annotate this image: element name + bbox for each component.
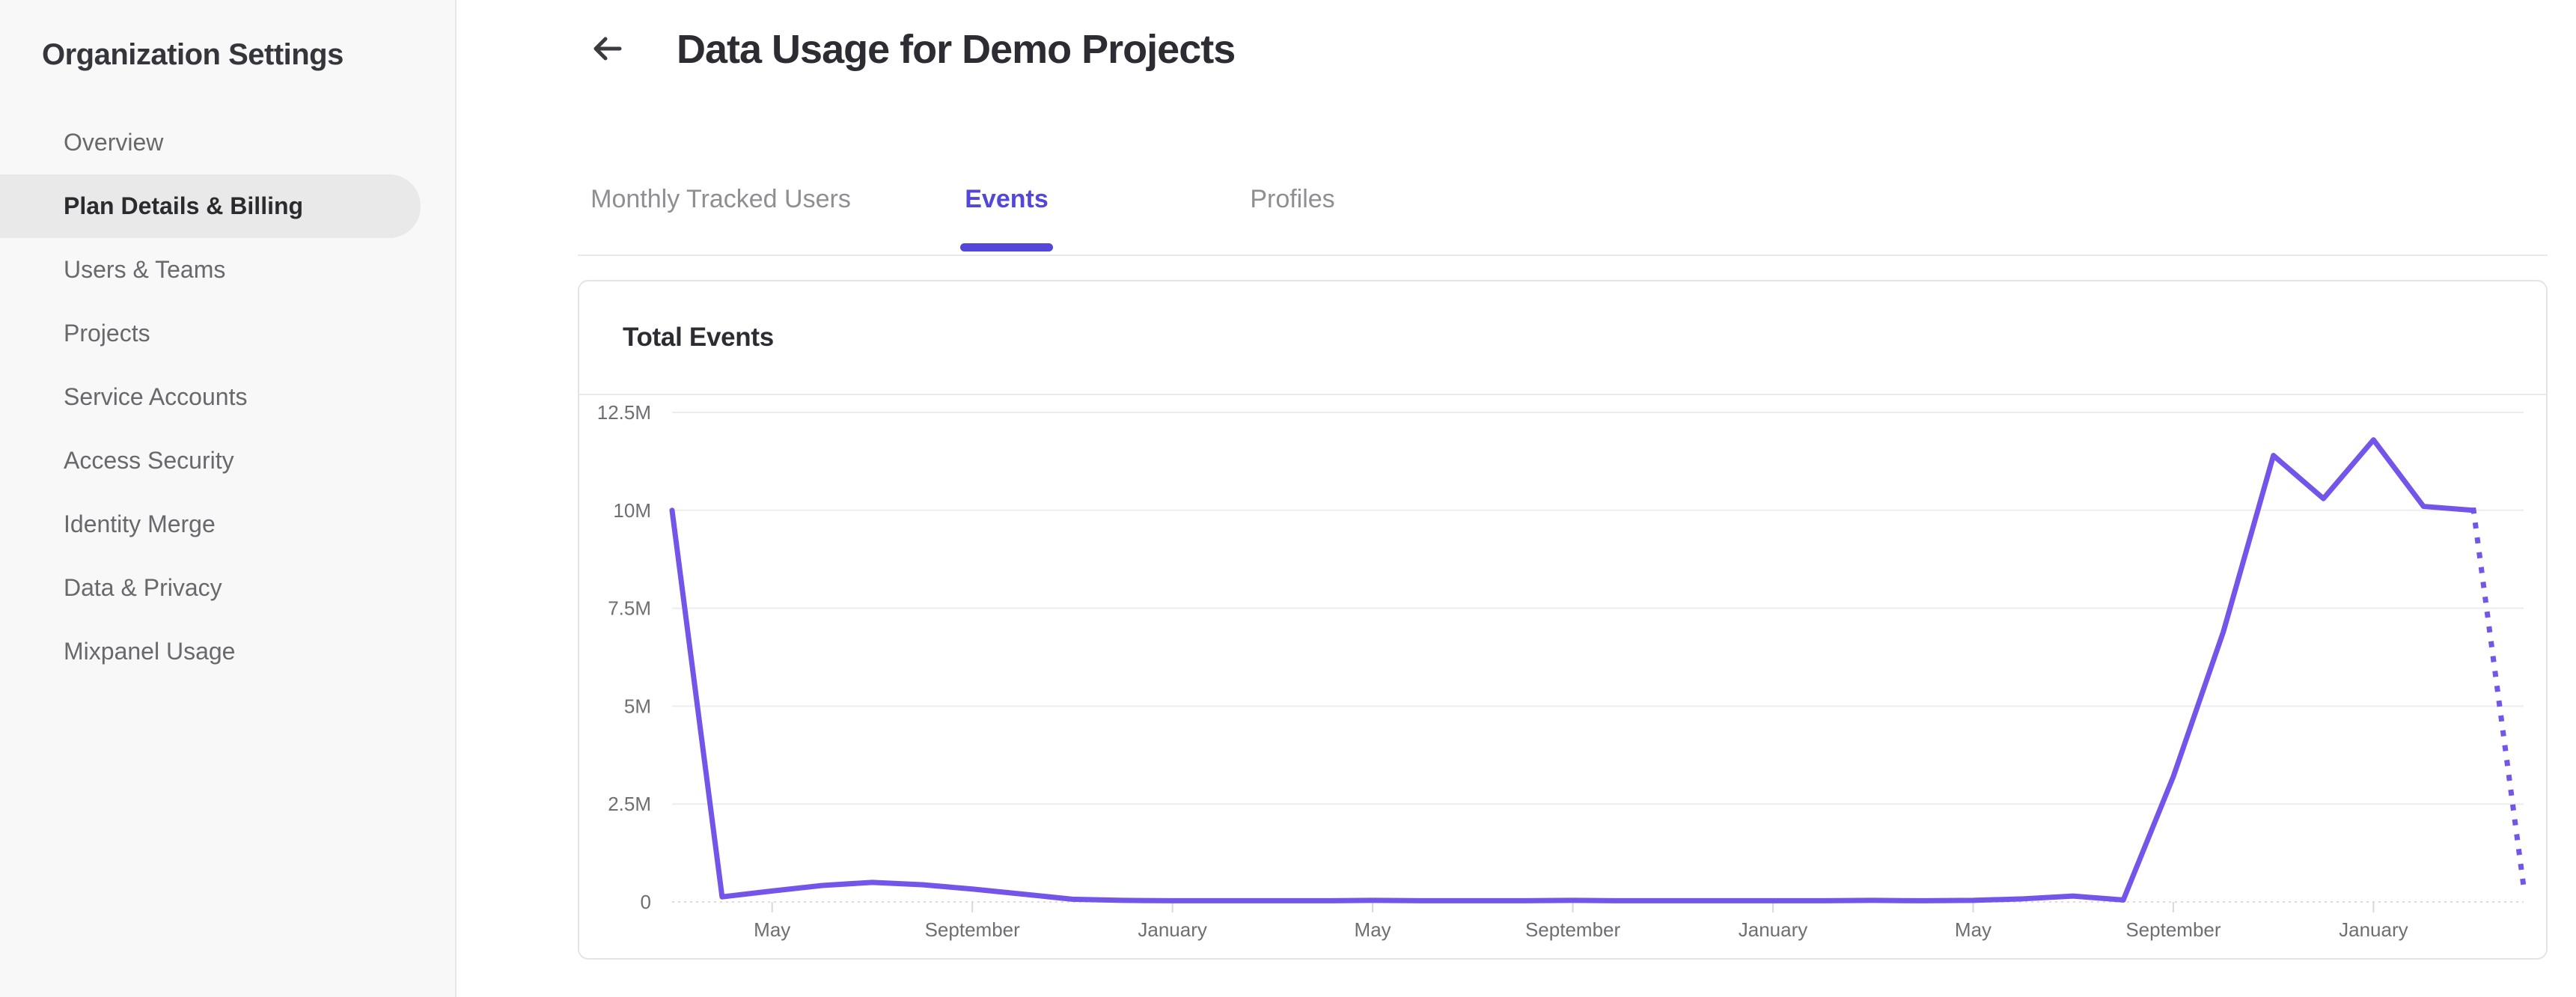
x-axis-label: January [2339,918,2408,941]
tab-label: Events [960,185,1053,251]
line-series-solid [669,437,2476,903]
arrow-left-icon [590,31,624,68]
sidebar-item-access-security[interactable]: Access Security [64,447,234,474]
x-axis-label: September [2125,918,2221,941]
y-axis-label: 2.5M [608,793,651,815]
sidebar-item-overview[interactable]: Overview [64,129,164,156]
main-content: Data Usage for Demo Projects Monthly Tra… [457,0,2576,997]
y-axis-label: 0 [641,891,651,913]
tab-profiles[interactable]: Profiles [1150,144,1435,254]
sidebar-item-projects[interactable]: Projects [64,320,150,347]
sidebar-nav: Overview Plan Details & Billing Users & … [0,111,455,683]
back-button[interactable] [590,32,624,67]
tab-events[interactable]: Events [864,144,1150,254]
sidebar-item-service-accounts[interactable]: Service Accounts [64,383,248,410]
total-events-card: Total Events 12.5M 10M 7.5M 5M 2.5M 0 May Septe… [578,280,2548,960]
y-axis-label: 7.5M [608,597,651,620]
x-axis-label: May [1955,918,1991,941]
usage-tabs: Monthly Tracked Users Events Profiles [578,144,2548,256]
x-axis-label: January [1138,918,1207,941]
sidebar-title: Organization Settings [42,38,344,71]
sidebar-item-identity-merge[interactable]: Identity Merge [64,510,216,537]
chart-area[interactable]: 12.5M 10M 7.5M 5M 2.5M 0 May September January Ma… [579,395,2546,957]
y-axis-label: 10M [613,499,651,522]
x-axis-label: May [1355,918,1391,941]
tab-label: Profiles [1250,185,1335,213]
sidebar-item-users-teams[interactable]: Users & Teams [64,256,226,283]
y-axis-label: 5M [624,695,651,717]
page-header: Data Usage for Demo Projects [578,21,2576,78]
x-axis-label: September [1525,918,1621,941]
sidebar-item-data-privacy[interactable]: Data & Privacy [64,574,222,601]
tab-label: Monthly Tracked Users [590,185,851,213]
card-header: Total Events [579,281,2546,395]
x-axis-label: September [925,918,1021,941]
x-axis-label: May [754,918,790,941]
organization-settings-sidebar: Organization Settings Overview Plan Deta… [0,0,457,997]
tab-monthly-tracked-users[interactable]: Monthly Tracked Users [578,144,864,254]
line-series-projected [2470,507,2527,890]
total-events-line-chart[interactable]: 12.5M 10M 7.5M 5M 2.5M 0 May September January Ma… [579,395,2546,957]
sidebar-item-mixpanel-usage[interactable]: Mixpanel Usage [64,638,236,665]
x-axis-label: January [1739,918,1808,941]
sidebar-item-plan-details-billing[interactable]: Plan Details & Billing [0,174,421,238]
card-title: Total Events [623,323,774,352]
y-axis-label: 12.5M [597,401,651,424]
page-title: Data Usage for Demo Projects [677,27,1236,72]
